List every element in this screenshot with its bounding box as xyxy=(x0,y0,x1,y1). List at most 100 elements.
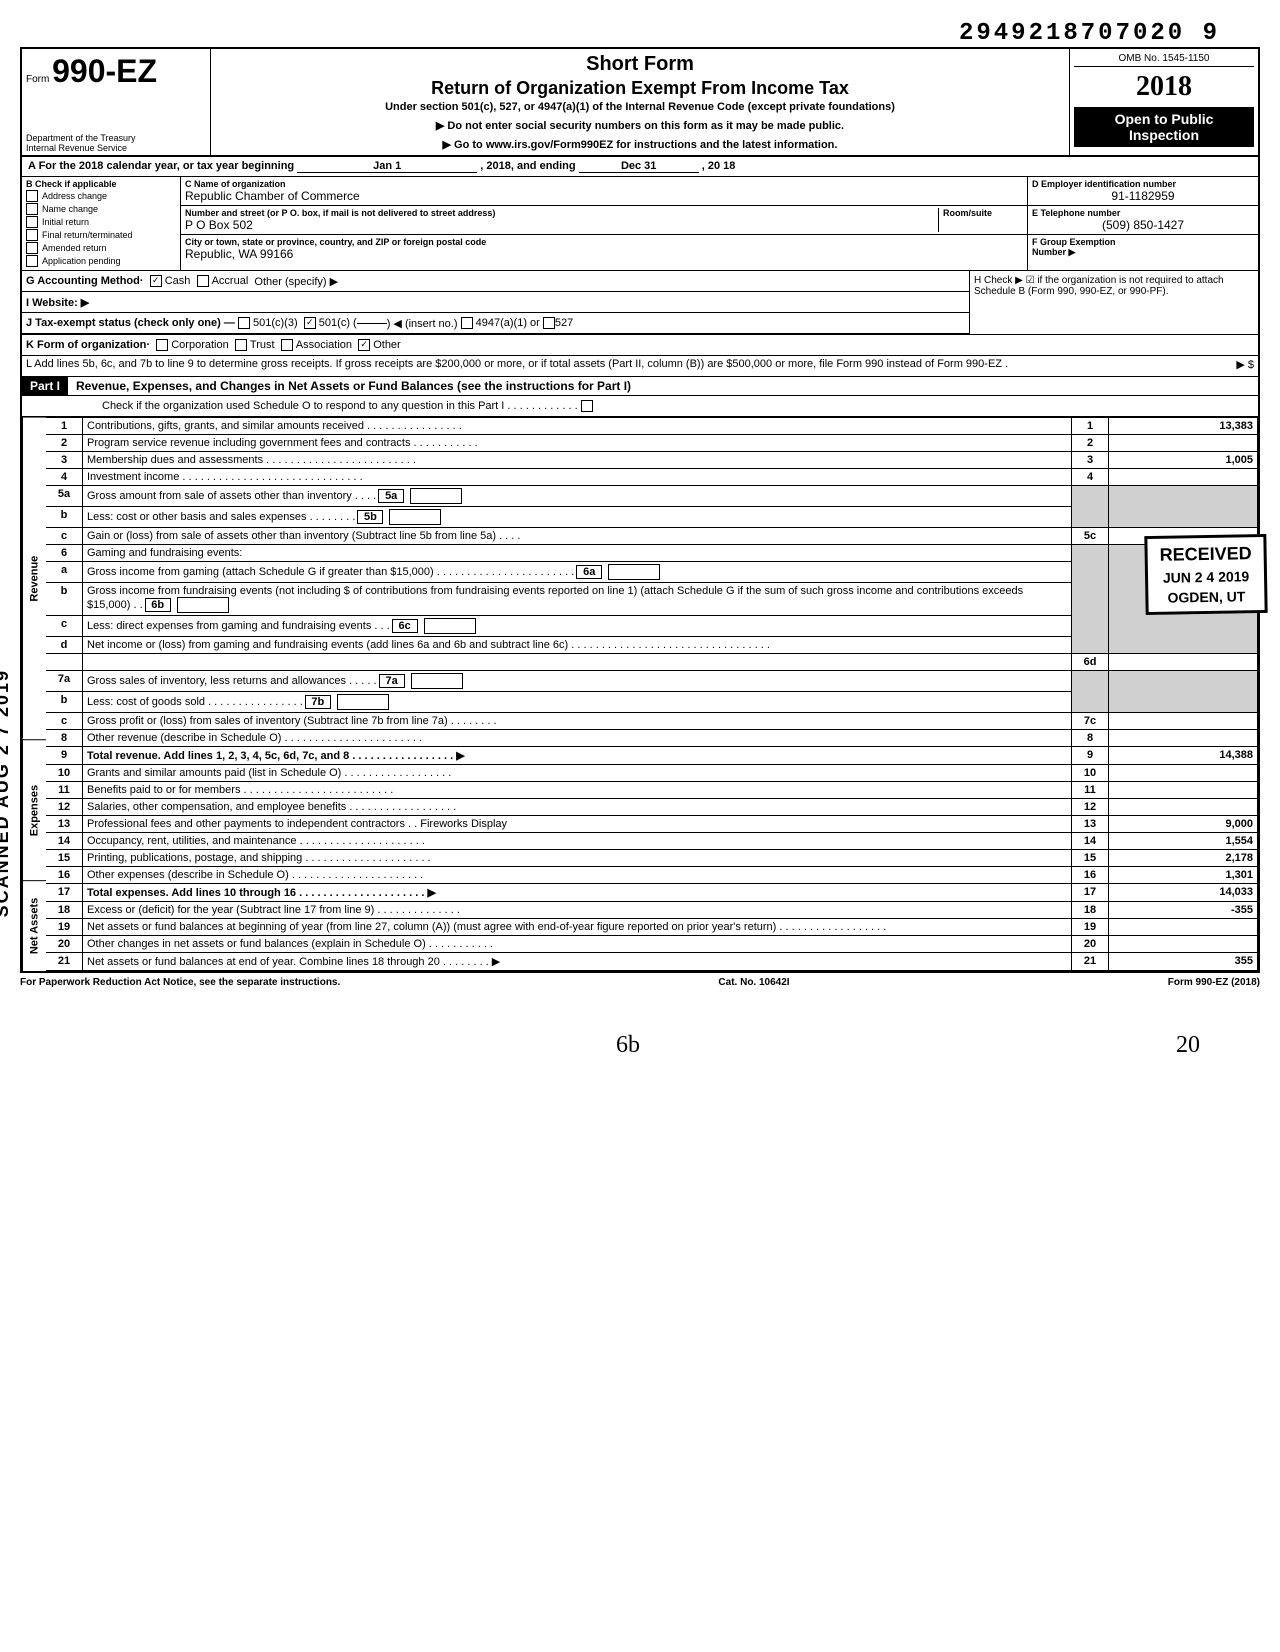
line-13: 13Professional fees and other payments t… xyxy=(46,816,1258,833)
line-20: 20Other changes in net assets or fund ba… xyxy=(46,936,1258,953)
cb-501c3[interactable] xyxy=(238,317,250,329)
line-9: 9Total revenue. Add lines 1, 2, 3, 4, 5c… xyxy=(46,747,1258,765)
line-3: 3Membership dues and assessments . . . .… xyxy=(46,452,1258,469)
part1-lines: Revenue Expenses Net Assets 1Contributio… xyxy=(22,417,1258,971)
line-21: 21Net assets or fund balances at end of … xyxy=(46,953,1258,971)
f-label: F Group Exemption Number ▶ xyxy=(1032,237,1254,258)
line-l: L Add lines 5b, 6c, and 7b to line 9 to … xyxy=(22,356,1258,377)
received-stamp: RECEIVED JUN 2 4 2019 OGDEN, UT xyxy=(1144,534,1267,615)
tax-year: 20201818 xyxy=(1074,71,1254,103)
return-title: Return of Organization Exempt From Incom… xyxy=(219,78,1061,99)
line-5c: cGain or (loss) from sale of assets othe… xyxy=(46,528,1258,545)
line-j: J Tax-exempt status (check only one) — 5… xyxy=(22,313,969,334)
footer-left: For Paperwork Reduction Act Notice, see … xyxy=(20,977,340,988)
short-form-title: Short Form xyxy=(219,53,1061,76)
cb-assoc[interactable] xyxy=(281,339,293,351)
line-k: K Form of organization· Corporation Trus… xyxy=(22,335,1258,356)
line-14: 14Occupancy, rent, utilities, and mainte… xyxy=(46,833,1258,850)
line-10: 10Grants and similar amounts paid (list … xyxy=(46,765,1258,782)
footer-mid: Cat. No. 10642I xyxy=(718,977,789,988)
line-6d: 6d xyxy=(46,654,1258,671)
line-16: 16Other expenses (describe in Schedule O… xyxy=(46,867,1258,884)
b-label: B Check if applicable xyxy=(26,179,117,189)
d-ein[interactable]: 91-1182959 xyxy=(1032,189,1254,203)
line-a: A For the 2018 calendar year, or tax yea… xyxy=(22,157,1258,177)
cb-other[interactable]: ✓ xyxy=(358,339,370,351)
line-7a: 7aGross sales of inventory, less returns… xyxy=(46,671,1258,692)
c-name[interactable]: Republic Chamber of Commerce xyxy=(185,189,1023,203)
cb-4947[interactable] xyxy=(461,317,473,329)
e-label: E Telephone number xyxy=(1032,208,1254,218)
instr-ssn: ▶ Do not enter social security numbers o… xyxy=(219,119,1061,132)
header-center: Short Form Return of Organization Exempt… xyxy=(211,49,1070,155)
line-8: 8Other revenue (describe in Schedule O) … xyxy=(46,730,1258,747)
header-left: Form 990-EZ Department of the Treasury I… xyxy=(22,49,211,155)
line-12: 12Salaries, other compensation, and empl… xyxy=(46,799,1258,816)
open-to-public: Open to Public Inspection xyxy=(1074,107,1254,147)
side-expenses: Expenses xyxy=(22,739,46,880)
hand-6b: 6b xyxy=(616,1032,640,1059)
cb-app-pending[interactable] xyxy=(26,255,38,267)
e-phone[interactable]: (509) 850-1427 xyxy=(1032,218,1254,232)
cb-accrual[interactable] xyxy=(197,275,209,287)
year-end[interactable]: Dec 31 xyxy=(579,160,699,173)
under-section: Under section 501(c), 527, or 4947(a)(1)… xyxy=(219,101,1061,113)
c-addr[interactable]: P O Box 502 xyxy=(185,218,938,232)
c-city-label: City or town, state or province, country… xyxy=(185,237,1023,247)
col-c-org: C Name of organization Republic Chamber … xyxy=(181,177,1028,270)
line-h: H Check ▶ ☑ if the organization is not r… xyxy=(970,271,1258,334)
form-prefix: Form xyxy=(26,74,49,85)
c-city[interactable]: Republic, WA 99166 xyxy=(185,247,1023,261)
col-de: D Employer identification number 91-1182… xyxy=(1028,177,1258,270)
side-revenue: Revenue xyxy=(22,417,46,739)
part1-check: Check if the organization used Schedule … xyxy=(22,396,1258,417)
line-1: 1Contributions, gifts, grants, and simil… xyxy=(46,418,1258,435)
form-number: 990-EZ xyxy=(52,53,157,89)
header-right: OMB No. 1545-1150 20201818 Open to Publi… xyxy=(1070,49,1258,155)
form-header: Form 990-EZ Department of the Treasury I… xyxy=(22,49,1258,157)
cb-final-return[interactable] xyxy=(26,229,38,241)
side-netassets: Net Assets xyxy=(22,880,46,971)
line-7c: cGross profit or (loss) from sales of in… xyxy=(46,713,1258,730)
c-name-label: C Name of organization xyxy=(185,179,1023,189)
cb-name-change[interactable] xyxy=(26,203,38,215)
line-4: 4Investment income . . . . . . . . . . .… xyxy=(46,469,1258,486)
line-g: G Accounting Method· ✓ Cash Accrual Othe… xyxy=(22,271,969,292)
part1-label: Part I xyxy=(22,377,68,395)
org-info-section: B Check if applicable Address change Nam… xyxy=(22,177,1258,271)
cb-amended[interactable] xyxy=(26,242,38,254)
cb-initial-return[interactable] xyxy=(26,216,38,228)
part1-header: Part I Revenue, Expenses, and Changes in… xyxy=(22,377,1258,396)
line-i: I Website: ▶ xyxy=(22,292,969,313)
form-990ez: Form 990-EZ Department of the Treasury I… xyxy=(20,47,1260,973)
line-5a: 5aGross amount from sale of assets other… xyxy=(46,486,1258,507)
line-2: 2Program service revenue including gover… xyxy=(46,435,1258,452)
year-begin[interactable]: Jan 1 xyxy=(297,160,477,173)
scanned-stamp: SCANNED AUG 2 7 2019 xyxy=(0,669,13,917)
cb-cash[interactable]: ✓ xyxy=(150,275,162,287)
d-label: D Employer identification number xyxy=(1032,179,1254,189)
lines-table: 1Contributions, gifts, grants, and simil… xyxy=(46,417,1258,971)
line-17: 17Total expenses. Add lines 10 through 1… xyxy=(46,884,1258,902)
part1-title: Revenue, Expenses, and Changes in Net As… xyxy=(68,377,639,395)
line-19: 19Net assets or fund balances at beginni… xyxy=(46,919,1258,936)
omb-number: OMB No. 1545-1150 xyxy=(1074,53,1254,67)
cb-527[interactable] xyxy=(543,317,555,329)
line-6: 6Gaming and fundraising events: RECEIVED… xyxy=(46,545,1258,562)
instr-web: ▶ Go to www.irs.gov/Form990EZ for instru… xyxy=(219,138,1061,151)
form-footer: For Paperwork Reduction Act Notice, see … xyxy=(20,973,1260,992)
c-room-label: Room/suite xyxy=(943,208,1023,218)
cb-corp[interactable] xyxy=(156,339,168,351)
line-15: 15Printing, publications, postage, and s… xyxy=(46,850,1258,867)
line-18: 18Excess or (deficit) for the year (Subt… xyxy=(46,902,1258,919)
side-labels: Revenue Expenses Net Assets xyxy=(22,417,46,971)
hand-20: 20 xyxy=(1176,1032,1200,1059)
c-addr-label: Number and street (or P O. box, if mail … xyxy=(185,208,938,218)
line-11: 11Benefits paid to or for members . . . … xyxy=(46,782,1258,799)
cb-address-change[interactable] xyxy=(26,190,38,202)
cb-trust[interactable] xyxy=(235,339,247,351)
cb-501c[interactable]: ✓ xyxy=(304,317,316,329)
footer-right: Form 990-EZ (2018) xyxy=(1168,977,1260,988)
col-b-checkboxes: B Check if applicable Address change Nam… xyxy=(22,177,181,270)
cb-schedule-o[interactable] xyxy=(581,400,593,412)
